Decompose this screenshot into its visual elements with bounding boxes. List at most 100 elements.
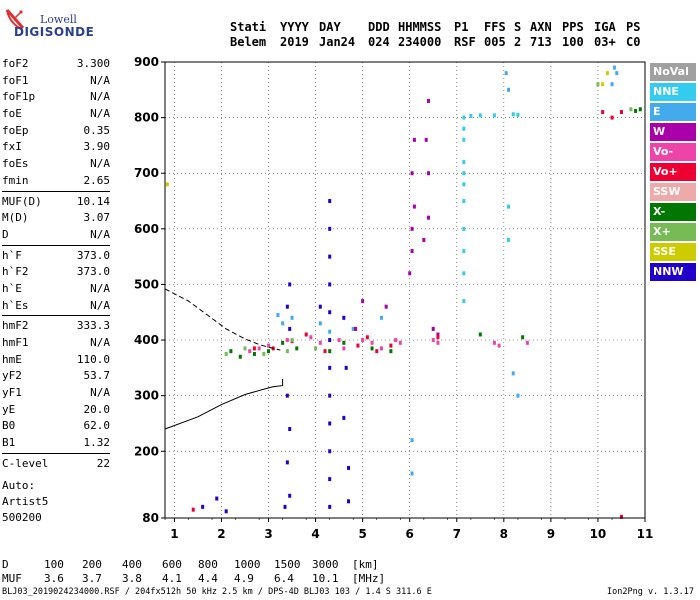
y-tick-label: 300 (134, 389, 159, 403)
echo-point-vo- (370, 340, 374, 345)
echo-point-vo- (379, 346, 383, 351)
header-label: PPS (562, 20, 584, 34)
station-header: Stati YYYY DAY DDD HHMMSS P1 FFS S AXN P… (230, 20, 648, 50)
echo-point-vo- (610, 115, 614, 120)
distance-row: D 100 200 400 600 800 1000 1500 3000 [km] (2, 558, 392, 572)
echo-point-sse (601, 82, 605, 87)
param-value: 2.65 (83, 173, 111, 187)
echo-point-vo- (337, 338, 341, 343)
header-label: PS (626, 20, 641, 34)
echo-point-nnw (342, 315, 346, 320)
param-value: 62.0 (83, 419, 111, 433)
param-value: N/A (90, 227, 110, 241)
y-tick-label: 400 (134, 333, 159, 347)
echo-point-nne (511, 112, 515, 117)
param-row: C-level 22 (2, 456, 110, 473)
echo-point-vo- (431, 338, 435, 343)
echo-point-nnw (347, 499, 351, 504)
echo-point-nnw (288, 493, 292, 498)
y-tick-label: 500 (134, 277, 159, 291)
param-value: N/A (90, 73, 110, 87)
echo-point-vo- (619, 110, 623, 115)
row-value: 3.7 (82, 572, 102, 585)
x-tick-label: 2 (217, 527, 225, 541)
param-name: C-level (2, 456, 49, 470)
echo-point-vo- (323, 349, 327, 354)
echo-point-vo- (191, 507, 195, 512)
header-values-row: Belem 2019 Jan24 024 234000 RSF 005 2 71… (230, 35, 648, 50)
echo-point-sse (165, 182, 169, 187)
x-tick-label: 5 (358, 527, 366, 541)
echo-point-e (612, 65, 616, 70)
param-name: fmin (2, 173, 29, 187)
echo-point-e (516, 393, 520, 398)
header-value: 234000 (398, 35, 442, 49)
echo-point-vo- (394, 338, 398, 343)
param-name: h`F (2, 248, 22, 262)
param-row: fxI 3.90 (2, 139, 110, 156)
echo-point-vo- (257, 346, 261, 351)
echo-point-e (276, 313, 280, 318)
y-tick-label: 80 (142, 511, 159, 525)
param-value: 110.0 (76, 352, 110, 366)
row-label: D (2, 558, 9, 571)
echo-point-nne (516, 112, 520, 117)
param-name: B0 (2, 419, 16, 433)
param-name: foE (2, 107, 22, 121)
header-label: Stati (230, 20, 267, 34)
param-row: foF2 3.300 (2, 56, 110, 73)
row-value: 10.1 (312, 572, 339, 585)
echo-point-nnw (328, 226, 332, 231)
logo-line1: Lowell (40, 13, 77, 26)
echo-point-nnw (328, 365, 332, 370)
echo-point-vo- (601, 110, 605, 115)
param-value: 3.90 (83, 140, 111, 154)
echo-point-nnw (285, 304, 289, 309)
param-row: hmF1 N/A (2, 335, 110, 352)
echo-point-sse (605, 71, 609, 76)
echo-point-w (410, 249, 414, 254)
param-row: foE N/A (2, 106, 110, 123)
legend-item-vo-: Vo- (650, 143, 696, 161)
echo-point-w (427, 171, 431, 176)
row-value: [km] (352, 558, 379, 571)
param-value: N/A (90, 281, 110, 295)
header-value: 100 (562, 35, 584, 49)
param-value: 22 (96, 456, 110, 470)
param-value: N/A (90, 90, 110, 104)
x-tick-label: 1 (170, 527, 178, 541)
row-value: 100 (44, 558, 64, 571)
legend-item-x-: X- (650, 203, 696, 221)
divider (2, 244, 110, 246)
echo-point-e (290, 315, 294, 320)
legend-item-ssw: SSW (650, 183, 696, 201)
echo-point-nnw (288, 427, 292, 432)
param-value: N/A (90, 336, 110, 349)
echo-point-x- (252, 351, 256, 356)
echo-point-vo- (252, 346, 256, 351)
echo-point-nne (462, 115, 466, 120)
param-value: 3.300 (76, 57, 110, 70)
echo-point-nne (462, 271, 466, 276)
legend-item-nnw: NNW (650, 263, 696, 281)
param-row: foF1p N/A (2, 89, 110, 106)
param-row: foF1 N/A (2, 73, 110, 90)
legend-item-x-: X+ (650, 223, 696, 241)
row-value: 3.8 (122, 572, 142, 585)
echo-point-w (427, 215, 431, 220)
echo-point-nne (462, 182, 466, 187)
echo-point-x- (521, 335, 525, 340)
echo-point-nnw (215, 496, 219, 501)
row-value: 800 (198, 558, 218, 571)
echo-point-vo- (267, 343, 271, 348)
row-value: 1500 (274, 558, 301, 571)
echo-point-w (410, 226, 414, 231)
row-value: 3.6 (44, 572, 64, 585)
echo-point-nnw (328, 504, 332, 509)
param-value: 333.3 (76, 319, 110, 333)
echo-point-e (504, 71, 508, 76)
x-tick-label: 3 (264, 527, 272, 541)
header-label: DAY (319, 20, 341, 34)
echo-point-vo- (619, 514, 623, 519)
param-name: foEp (2, 123, 29, 137)
